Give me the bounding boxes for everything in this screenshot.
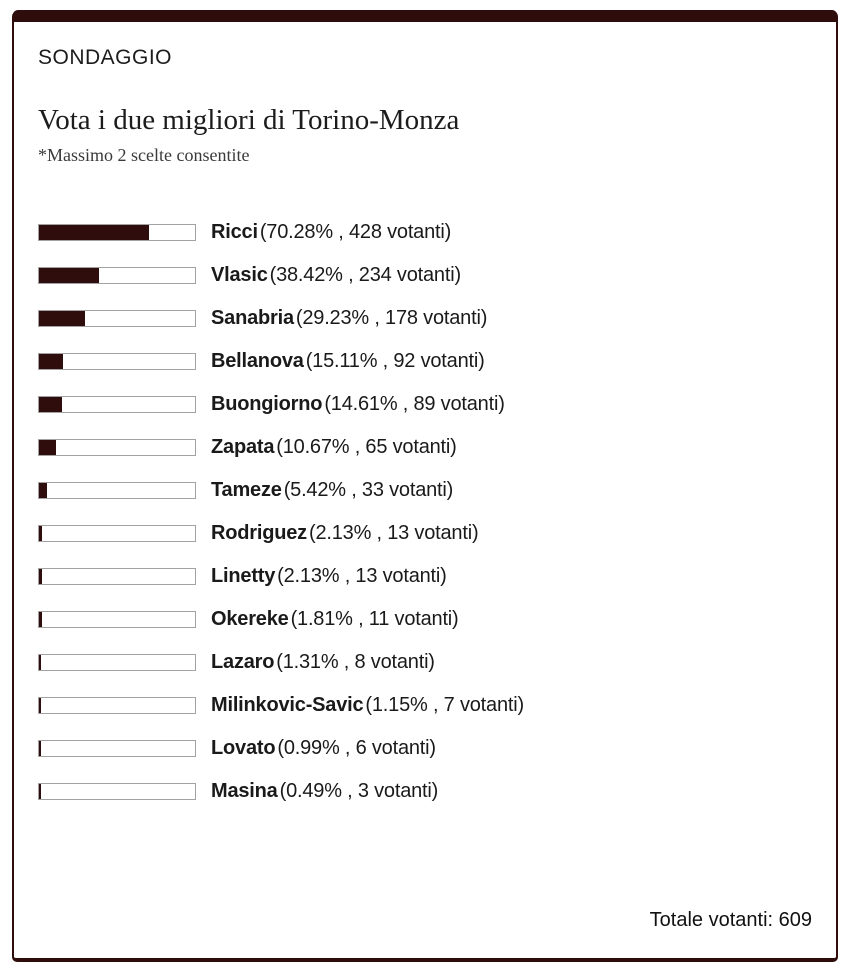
poll-option-row: Lovato (0.99% , 6 votanti) bbox=[38, 737, 812, 760]
poll-option-row: Ricci (70.28% , 428 votanti) bbox=[38, 221, 812, 244]
poll-option-detail: (70.28% , 428 votanti) bbox=[259, 220, 452, 243]
vote-bar-fill bbox=[39, 740, 41, 756]
poll-option-label: Buongiorno (14.61% , 89 votanti) bbox=[211, 393, 505, 416]
vote-bar-fill bbox=[39, 568, 43, 584]
poll-option-name: Lovato bbox=[211, 736, 276, 759]
poll-option-detail: (15.11% , 92 votanti) bbox=[305, 349, 485, 372]
poll-option-name: Masina bbox=[211, 779, 278, 802]
poll-option-name: Milinkovic-Savic bbox=[211, 693, 364, 716]
poll-option-detail: (0.49% , 3 votanti) bbox=[279, 779, 439, 802]
poll-option-label: Rodriguez (2.13% , 13 votanti) bbox=[211, 521, 479, 545]
poll-option-row: Okereke (1.81% , 11 votanti) bbox=[38, 608, 812, 631]
poll-option-name: Bellanova bbox=[211, 349, 304, 372]
vote-bar-track bbox=[38, 610, 196, 628]
total-votes: Totale votanti: 609 bbox=[649, 909, 812, 931]
poll-option-row: Bellanova (15.11% , 92 votanti) bbox=[38, 350, 812, 373]
vote-bar-fill bbox=[39, 611, 42, 627]
vote-bar-track bbox=[38, 782, 196, 800]
vote-bar-track bbox=[38, 524, 196, 542]
poll-option-name: Buongiorno bbox=[211, 392, 323, 415]
poll-option-label: Bellanova (15.11% , 92 votanti) bbox=[211, 350, 485, 373]
vote-bar-fill bbox=[39, 353, 63, 369]
poll-card: SONDAGGIO Vota i due migliori di Torino-… bbox=[12, 10, 838, 962]
poll-option-detail: (1.31% , 8 votanti) bbox=[276, 650, 435, 673]
vote-bar-track bbox=[38, 395, 196, 413]
poll-option-label: Okereke (1.81% , 11 votanti) bbox=[211, 608, 459, 631]
vote-bar-fill bbox=[39, 697, 41, 713]
vote-bar-fill bbox=[39, 525, 43, 541]
poll-option-detail: (1.15% , 7 votanti) bbox=[365, 693, 524, 716]
vote-bar-fill bbox=[39, 310, 85, 326]
poll-options-list: Ricci (70.28% , 428 votanti) Vlasic (38.42… bbox=[38, 221, 812, 803]
poll-option-label: Vlasic (38.42% , 234 votanti) bbox=[211, 264, 461, 287]
poll-option-label: Lazaro (1.31% , 8 votanti) bbox=[211, 651, 435, 674]
poll-option-name: Zapata bbox=[211, 435, 275, 458]
poll-option-row: Buongiorno (14.61% , 89 votanti) bbox=[38, 393, 812, 416]
poll-option-label: Ricci (70.28% , 428 votanti) bbox=[211, 221, 451, 244]
poll-option-detail: (5.42% , 33 votanti) bbox=[283, 478, 454, 501]
vote-bar-track bbox=[38, 481, 196, 499]
poll-option-row: Zapata (10.67% , 65 votanti) bbox=[38, 436, 812, 459]
poll-kicker: SONDAGGIO bbox=[38, 46, 173, 69]
poll-option-name: Sanabria bbox=[211, 306, 294, 329]
poll-option-detail: (10.67% , 65 votanti) bbox=[276, 435, 457, 458]
poll-option-label: Lovato (0.99% , 6 votanti) bbox=[211, 737, 436, 760]
vote-bar-track bbox=[38, 352, 196, 370]
poll-option-name: Tameze bbox=[211, 478, 282, 501]
poll-option-label: Masina (0.49% , 3 votanti) bbox=[211, 780, 438, 803]
poll-option-detail: (14.61% , 89 votanti) bbox=[324, 392, 505, 415]
poll-option-name: Rodriguez bbox=[211, 521, 307, 544]
vote-bar-track bbox=[38, 309, 196, 327]
vote-bar-track bbox=[38, 438, 196, 456]
poll-option-name: Linetty bbox=[211, 564, 276, 587]
poll-option-name: Okereke bbox=[211, 607, 289, 630]
vote-bar-track bbox=[38, 653, 196, 671]
poll-option-name: Vlasic bbox=[211, 263, 268, 286]
vote-bar-track bbox=[38, 266, 196, 284]
poll-option-row: Rodriguez (2.13% , 13 votanti) bbox=[38, 521, 812, 545]
vote-bar-track bbox=[38, 696, 196, 714]
poll-title: Vota i due migliori di Torino-Monza bbox=[38, 104, 460, 137]
poll-option-row: Lazaro (1.31% , 8 votanti) bbox=[38, 651, 812, 674]
poll-option-label: Tameze (5.42% , 33 votanti) bbox=[211, 479, 453, 502]
poll-card-body: SONDAGGIO Vota i due migliori di Torino-… bbox=[14, 46, 836, 931]
poll-option-name: Lazaro bbox=[211, 650, 275, 673]
poll-option-label: Sanabria (29.23% , 178 votanti) bbox=[211, 307, 487, 330]
vote-bar-fill bbox=[39, 482, 48, 498]
poll-option-row: Sanabria (29.23% , 178 votanti) bbox=[38, 307, 812, 330]
poll-note: *Massimo 2 scelte consentite bbox=[38, 144, 250, 165]
card-top-accent-bar bbox=[13, 10, 837, 22]
poll-option-detail: (38.42% , 234 votanti) bbox=[269, 263, 461, 286]
vote-bar-track bbox=[38, 567, 196, 585]
vote-bar-fill bbox=[39, 224, 149, 240]
vote-bar-fill bbox=[39, 396, 62, 412]
poll-option-label: Zapata (10.67% , 65 votanti) bbox=[211, 436, 457, 459]
poll-option-detail: (29.23% , 178 votanti) bbox=[295, 306, 488, 329]
poll-option-detail: (2.13% , 13 votanti) bbox=[277, 564, 447, 587]
poll-option-row: Masina (0.49% , 3 votanti) bbox=[38, 780, 812, 803]
poll-option-label: Milinkovic-Savic (1.15% , 7 votanti) bbox=[211, 694, 524, 717]
vote-bar-fill bbox=[39, 783, 41, 799]
poll-option-name: Ricci bbox=[211, 220, 258, 243]
poll-option-row: Vlasic (38.42% , 234 votanti) bbox=[38, 264, 812, 287]
vote-bar-track bbox=[38, 223, 196, 241]
poll-option-detail: (1.81% , 11 votanti) bbox=[290, 607, 459, 630]
poll-option-row: Linetty (2.13% , 13 votanti) bbox=[38, 565, 812, 588]
vote-bar-fill bbox=[39, 654, 42, 670]
poll-option-detail: (2.13% , 13 votanti) bbox=[308, 521, 479, 544]
poll-option-row: Tameze (5.42% , 33 votanti) bbox=[38, 479, 812, 502]
vote-bar-fill bbox=[39, 267, 99, 283]
poll-option-label: Linetty (2.13% , 13 votanti) bbox=[211, 565, 447, 588]
vote-bar-track bbox=[38, 739, 196, 757]
poll-option-detail: (0.99% , 6 votanti) bbox=[277, 736, 436, 759]
poll-option-row: Milinkovic-Savic (1.15% , 7 votanti) bbox=[38, 694, 812, 717]
vote-bar-fill bbox=[39, 439, 56, 455]
